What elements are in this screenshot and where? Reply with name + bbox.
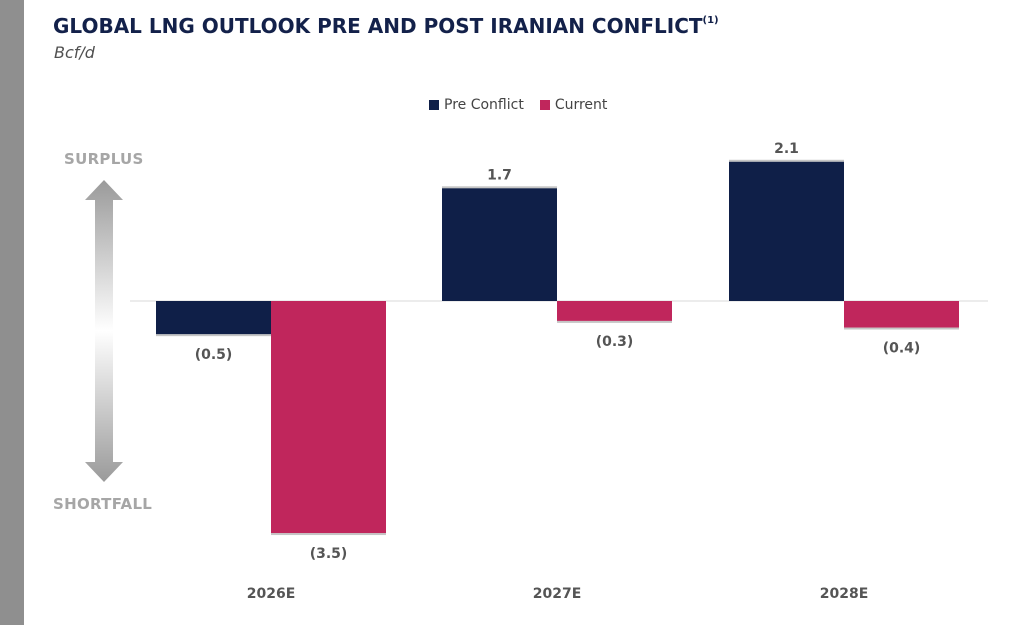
surplus-label: SURPLUS: [64, 150, 144, 168]
bar-shadow: [844, 327, 959, 330]
legend-swatch-pre-conflict: [429, 100, 439, 110]
category-label-2028e: 2028E: [820, 586, 869, 602]
bar-current-2028e: [844, 301, 959, 328]
legend-item-current: Current: [539, 97, 608, 113]
bar-shadow: [729, 159, 844, 162]
left-accent-bar: [0, 0, 24, 625]
value-label-current-2027e: (0.3): [596, 334, 634, 350]
bar-pre-conflict-2027e: [442, 188, 557, 301]
bar-shadow: [557, 320, 672, 323]
chart-title-text: GLOBAL LNG OUTLOOK PRE AND POST IRANIAN …: [53, 14, 703, 38]
legend: Pre Conflict Current: [429, 97, 623, 113]
value-label-pre-conflict-2026e: (0.5): [195, 347, 233, 363]
bar-current-2026e: [271, 301, 386, 534]
category-label-2026e: 2026E: [247, 586, 296, 602]
shortfall-label: SHORTFALL: [53, 495, 153, 513]
value-label-current-2026e: (3.5): [310, 546, 348, 562]
legend-swatch-current: [539, 100, 550, 110]
bar-pre-conflict-2028e: [729, 161, 844, 301]
bar-shadow: [271, 533, 386, 536]
bar-shadow: [442, 186, 557, 189]
category-label-2027e: 2027E: [533, 586, 582, 602]
bar-current-2027e: [557, 301, 672, 321]
legend-label-current: Current: [554, 97, 608, 113]
title-footnote-marker: (1): [702, 15, 719, 27]
value-label-pre-conflict-2027e: 1.7: [487, 167, 512, 183]
legend-item-pre-conflict: Pre Conflict: [429, 97, 524, 113]
bar-shadow: [156, 334, 271, 337]
unit-label: Bcf/d: [54, 43, 95, 62]
value-label-pre-conflict-2028e: 2.1: [774, 141, 799, 157]
value-label-current-2028e: (0.4): [883, 341, 921, 357]
surplus-shortfall-arrow-icon: [85, 180, 123, 482]
legend-label-pre-conflict: Pre Conflict: [444, 97, 524, 113]
bar-pre-conflict-2026e: [156, 301, 271, 335]
chart-title: GLOBAL LNG OUTLOOK PRE AND POST IRANIAN …: [53, 14, 719, 38]
